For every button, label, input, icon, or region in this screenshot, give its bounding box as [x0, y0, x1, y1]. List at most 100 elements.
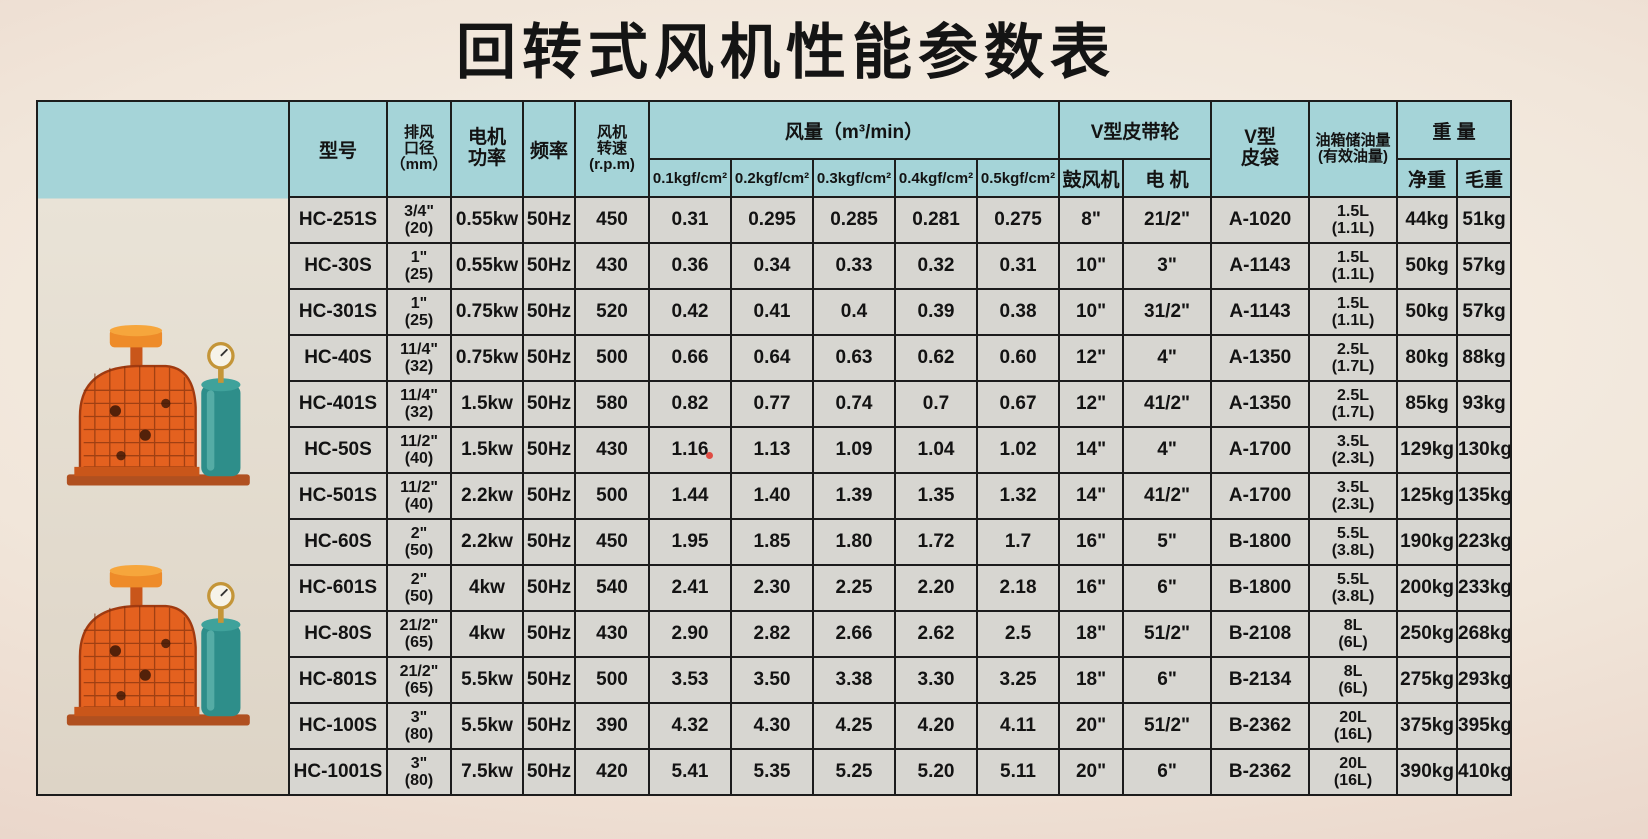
- cell-speed: 580: [574, 380, 650, 428]
- cell-power: 0.75kw: [450, 288, 524, 336]
- product-photos: [39, 163, 287, 733]
- cell-flow-0.4: 4.20: [894, 702, 978, 750]
- cell-speed: 450: [574, 518, 650, 566]
- cell-gross-weight: 293kg: [1456, 656, 1513, 704]
- cell-power: 4kw: [450, 610, 524, 658]
- cell-flow-0.1: 2.90: [648, 610, 732, 658]
- cell-net-weight: 129kg: [1396, 426, 1459, 474]
- cell-flow-0.2: 2.82: [730, 610, 814, 658]
- col-header-frequency: 频率: [522, 100, 576, 198]
- cell-port: 21/2" (65): [386, 610, 452, 658]
- table-row: HC-501S 11/2" (40) 2.2kw 50Hz 500 1.44 1…: [37, 472, 1513, 520]
- cell-flow-0.1: 4.32: [648, 702, 732, 750]
- cell-speed: 500: [574, 656, 650, 704]
- cell-belt: A-1020: [1210, 196, 1311, 244]
- cell-flow-0.5: 0.31: [975, 242, 1061, 290]
- cell-pulley-blower: 18": [1058, 656, 1125, 704]
- cell-port: 11/2" (40): [386, 472, 452, 520]
- cell-net-weight: 85kg: [1396, 380, 1459, 428]
- cell-frequency: 50Hz: [522, 288, 576, 336]
- cell-frequency: 50Hz: [522, 748, 576, 796]
- cell-flow-0.2: 1.13: [730, 426, 814, 474]
- cell-gross-weight: 57kg: [1456, 242, 1513, 290]
- cell-flow-0.1: 2.41: [648, 564, 732, 612]
- cell-flow-0.1: 0.66: [648, 334, 732, 382]
- cell-net-weight: 125kg: [1396, 472, 1459, 520]
- cell-flow-0.5: 3.25: [975, 656, 1061, 704]
- cell-pulley-motor: 6": [1122, 748, 1213, 796]
- cell-pulley-motor: 3": [1122, 242, 1213, 290]
- cell-flow-0.4: 1.04: [894, 426, 978, 474]
- cell-speed: 430: [574, 610, 650, 658]
- page-title: 回转式风机性能参数表: [456, 19, 1116, 86]
- red-ink-mark: [706, 452, 713, 459]
- cell-port: 1" (25): [386, 242, 452, 290]
- cell-flow-0.4: 5.20: [894, 748, 978, 796]
- cell-pulley-motor: 21/2": [1122, 196, 1213, 244]
- table-row: HC-251S 3/4" (20) 0.55kw 50Hz 450 0.31 0…: [37, 196, 1513, 244]
- cell-flow-0.4: 1.35: [894, 472, 978, 520]
- cell-flow-0.5: 1.7: [975, 518, 1061, 566]
- cell-flow-0.4: 0.281: [894, 196, 978, 244]
- table-row: HC-60S 2" (50) 2.2kw 50Hz 450 1.95 1.85 …: [37, 518, 1513, 566]
- cell-net-weight: 390kg: [1396, 748, 1459, 796]
- cell-oil: 3.5L (2.3L): [1308, 426, 1399, 474]
- cell-flow-0.1: 1.95: [648, 518, 732, 566]
- cell-net-weight: 275kg: [1396, 656, 1459, 704]
- cell-power: 1.5kw: [450, 426, 524, 474]
- col-header-pulley-motor: 电 机: [1122, 158, 1213, 198]
- cell-speed: 520: [574, 288, 650, 336]
- cell-power: 0.75kw: [450, 334, 524, 382]
- cell-frequency: 50Hz: [522, 564, 576, 612]
- cell-model: HC-60S: [288, 518, 388, 566]
- table-row: HC-80S 21/2" (65) 4kw 50Hz 430 2.90 2.82…: [37, 610, 1513, 658]
- col-header-model: 型号: [288, 100, 388, 198]
- cell-belt: A-1350: [1210, 380, 1311, 428]
- cell-net-weight: 80kg: [1396, 334, 1459, 382]
- cell-gross-weight: 51kg: [1456, 196, 1513, 244]
- cell-flow-0.5: 2.18: [975, 564, 1061, 612]
- cell-oil: 1.5L (1.1L): [1308, 196, 1399, 244]
- cell-flow-0.3: 5.25: [812, 748, 896, 796]
- cell-belt: A-1350: [1210, 334, 1311, 382]
- cell-pulley-blower: 10": [1058, 288, 1125, 336]
- cell-power: 2.2kw: [450, 518, 524, 566]
- cell-gross-weight: 233kg: [1456, 564, 1513, 612]
- table-row: HC-301S 1" (25) 0.75kw 50Hz 520 0.42 0.4…: [37, 288, 1513, 336]
- cell-flow-0.3: 3.38: [812, 656, 896, 704]
- cell-speed: 420: [574, 748, 650, 796]
- cell-flow-0.1: 0.31: [648, 196, 732, 244]
- cell-flow-0.5: 5.11: [975, 748, 1061, 796]
- table-row: HC-601S 2" (50) 4kw 50Hz 540 2.41 2.30 2…: [37, 564, 1513, 612]
- cell-flow-0.3: 1.39: [812, 472, 896, 520]
- cell-power: 0.55kw: [450, 196, 524, 244]
- cell-pulley-motor: 4": [1122, 426, 1213, 474]
- table-row: HC-50S 11/2" (40) 1.5kw 50Hz 430 1.16 1.…: [37, 426, 1513, 474]
- col-header-flow-0.2: 0.2kgf/cm²: [730, 158, 814, 198]
- cell-model: HC-1001S: [288, 748, 388, 796]
- cell-pulley-blower: 10": [1058, 242, 1125, 290]
- cell-port: 11/4" (32): [386, 380, 452, 428]
- table-row: HC-100S 3" (80) 5.5kw 50Hz 390 4.32 4.30…: [37, 702, 1513, 750]
- cell-model: HC-301S: [288, 288, 388, 336]
- cell-net-weight: 44kg: [1396, 196, 1459, 244]
- cell-model: HC-601S: [288, 564, 388, 612]
- col-header-net-weight: 净重: [1396, 158, 1459, 198]
- cell-oil: 5.5L (3.8L): [1308, 564, 1399, 612]
- cell-pulley-motor: 41/2": [1122, 472, 1213, 520]
- cell-oil: 2.5L (1.7L): [1308, 334, 1399, 382]
- cell-belt: A-1700: [1210, 426, 1311, 474]
- cell-power: 5.5kw: [450, 656, 524, 704]
- cell-gross-weight: 130kg: [1456, 426, 1513, 474]
- cell-oil: 8L (6L): [1308, 656, 1399, 704]
- cell-pulley-motor: 4": [1122, 334, 1213, 382]
- cell-flow-0.2: 0.295: [730, 196, 814, 244]
- col-header-flow-0.1: 0.1kgf/cm²: [648, 158, 732, 198]
- cell-pulley-blower: 14": [1058, 472, 1125, 520]
- cell-gross-weight: 88kg: [1456, 334, 1513, 382]
- col-header-flow-0.3: 0.3kgf/cm²: [812, 158, 896, 198]
- cell-flow-0.2: 0.34: [730, 242, 814, 290]
- cell-net-weight: 190kg: [1396, 518, 1459, 566]
- cell-gross-weight: 410kg: [1456, 748, 1513, 796]
- cell-flow-0.3: 0.63: [812, 334, 896, 382]
